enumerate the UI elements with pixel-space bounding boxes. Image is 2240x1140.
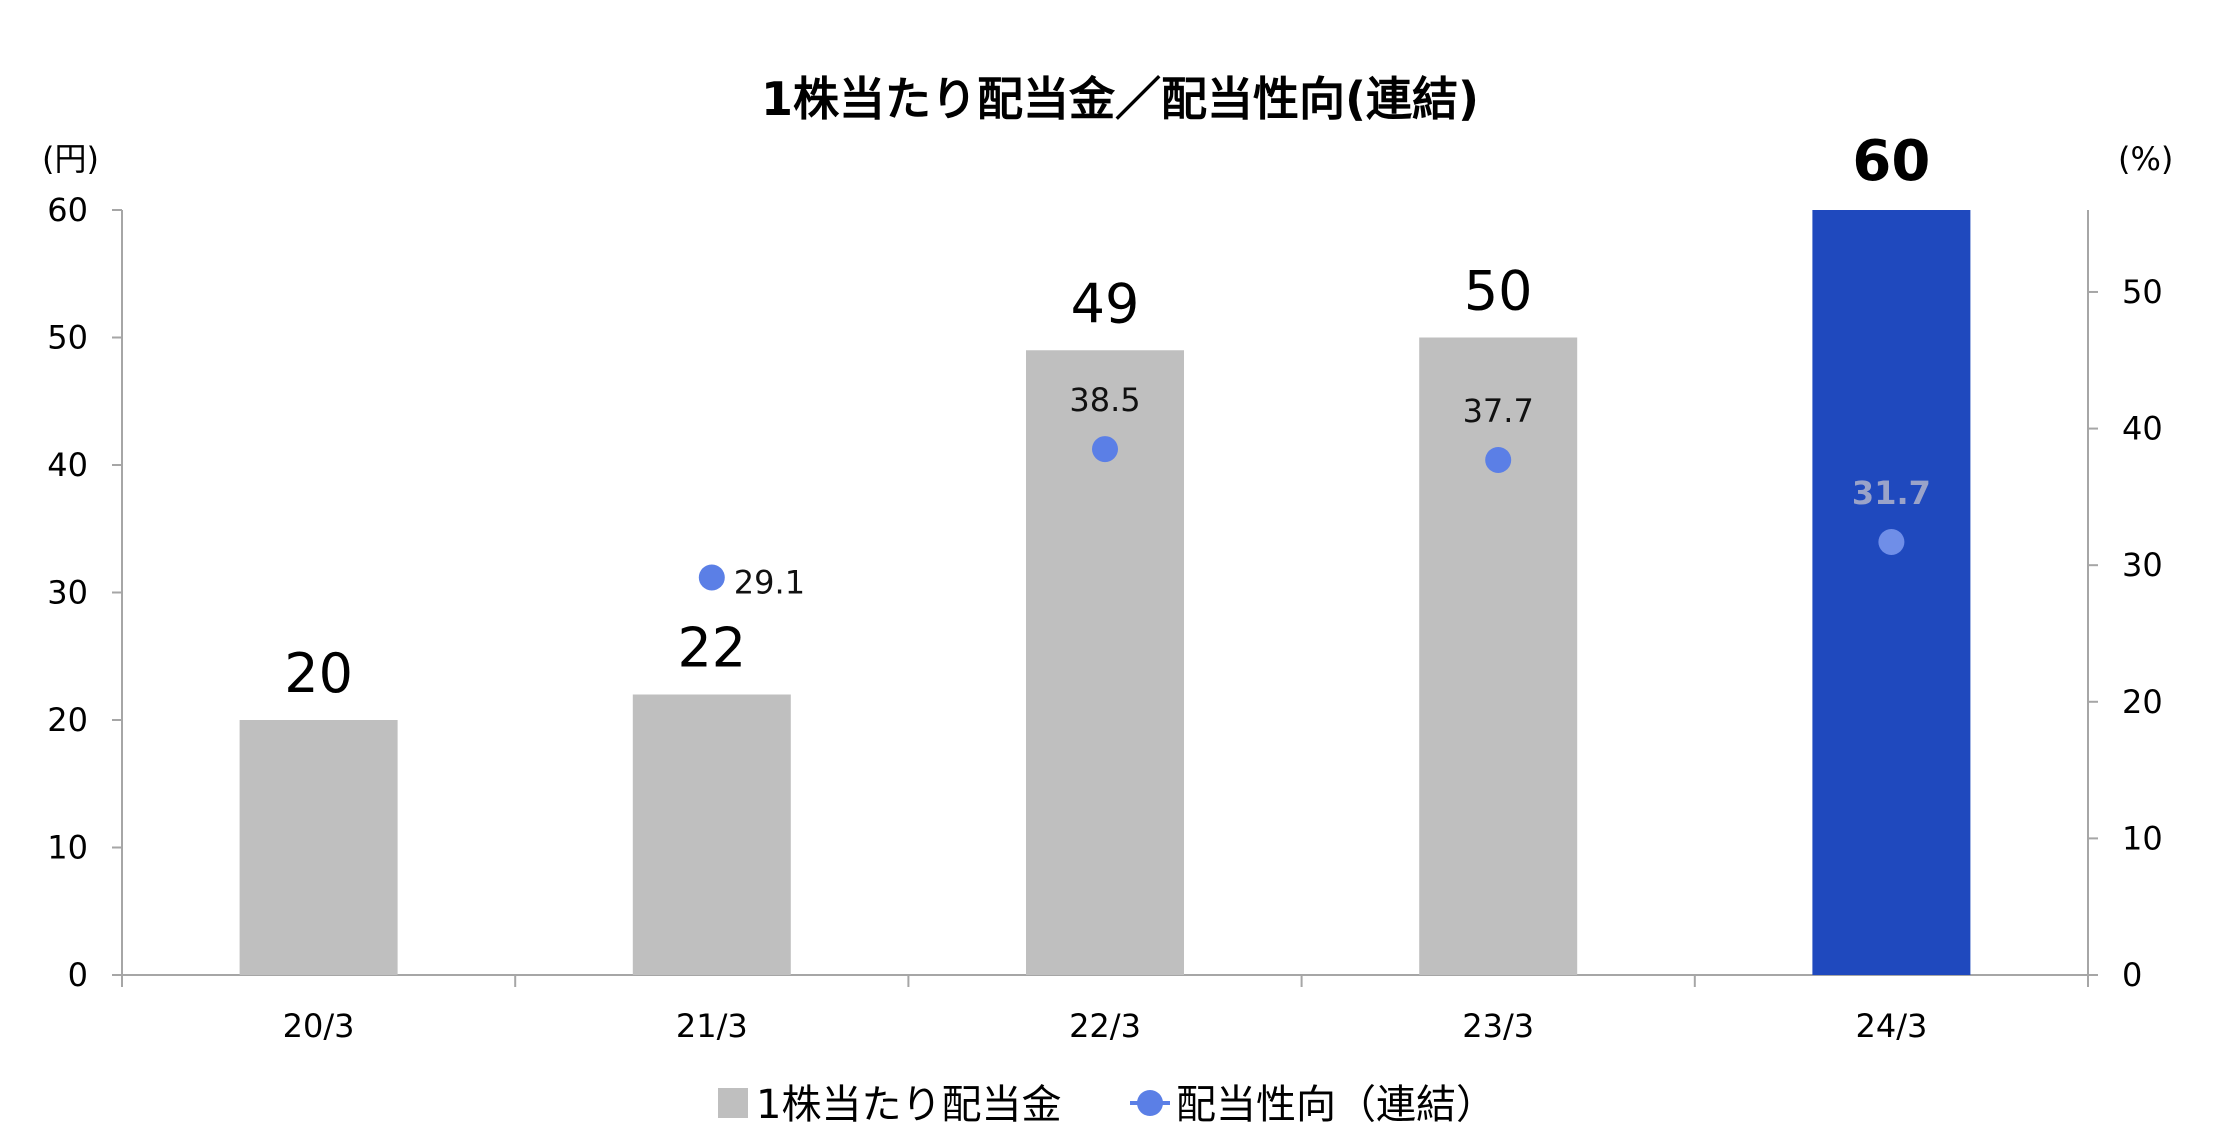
- x-tick-label: 20/3: [283, 1007, 355, 1045]
- x-tick-label: 23/3: [1462, 1007, 1534, 1045]
- bar-data-label: 49: [1071, 272, 1140, 335]
- right-tick-label: 10: [2122, 819, 2163, 857]
- axes: 0 10 20 30 40 50 60 0 10 20 30 40 50 20/3 21/3 22/3 23/3…: [47, 191, 2162, 1045]
- x-tick-label: 22/3: [1069, 1007, 1141, 1045]
- payout-data-label: 38.5: [1069, 381, 1140, 419]
- payout-data-label: 37.7: [1463, 392, 1534, 430]
- bar-data-label: 50: [1464, 260, 1533, 323]
- left-tick-label: 50: [47, 319, 88, 357]
- right-tick-label: 30: [2122, 546, 2163, 584]
- bar: [632, 694, 791, 975]
- left-axis-unit: (円): [42, 140, 99, 178]
- bar: [1812, 210, 1971, 975]
- payout-data-label: 29.1: [734, 563, 805, 601]
- legend-swatch-point: [1137, 1090, 1163, 1116]
- bars: [239, 210, 1971, 975]
- right-axis-unit: (%): [2118, 140, 2173, 178]
- legend-swatch-bar: [718, 1088, 748, 1118]
- payout-data-label: 31.7: [1852, 474, 1931, 512]
- left-tick-label: 20: [47, 701, 88, 739]
- bar-data-label: 22: [677, 617, 746, 680]
- bar-labels: 20 22 49 50 60: [284, 129, 1930, 705]
- points: [698, 436, 1905, 591]
- legend: 1株当たり配当金 配当性向（連結）: [718, 1082, 1496, 1128]
- left-tick-label: 10: [47, 829, 88, 867]
- bar: [1419, 337, 1578, 975]
- payout-point: [698, 564, 725, 591]
- legend-label-payout: 配当性向（連結）: [1176, 1082, 1496, 1128]
- payout-point: [1878, 528, 1905, 555]
- point-labels: 29.1 38.5 37.7 31.7: [734, 381, 1931, 601]
- bar-data-label: 60: [1852, 129, 1930, 194]
- x-tick-label: 24/3: [1855, 1007, 1927, 1045]
- left-tick-label: 60: [47, 191, 88, 229]
- bar-data-label: 20: [284, 642, 353, 705]
- right-tick-label: 0: [2122, 956, 2142, 994]
- right-tick-label: 50: [2122, 273, 2163, 311]
- chart-title: 1株当たり配当金／配当性向(連結): [761, 72, 1479, 126]
- left-tick-label: 0: [68, 956, 88, 994]
- payout-point: [1092, 436, 1118, 463]
- legend-label-dividend: 1株当たり配当金: [756, 1082, 1061, 1128]
- bar: [239, 720, 398, 975]
- left-tick-label: 30: [47, 574, 88, 612]
- right-tick-label: 40: [2122, 410, 2163, 448]
- x-tick-label: 21/3: [676, 1007, 748, 1045]
- payout-point: [1485, 446, 1512, 473]
- right-tick-label: 20: [2122, 683, 2163, 721]
- left-tick-label: 40: [47, 446, 88, 484]
